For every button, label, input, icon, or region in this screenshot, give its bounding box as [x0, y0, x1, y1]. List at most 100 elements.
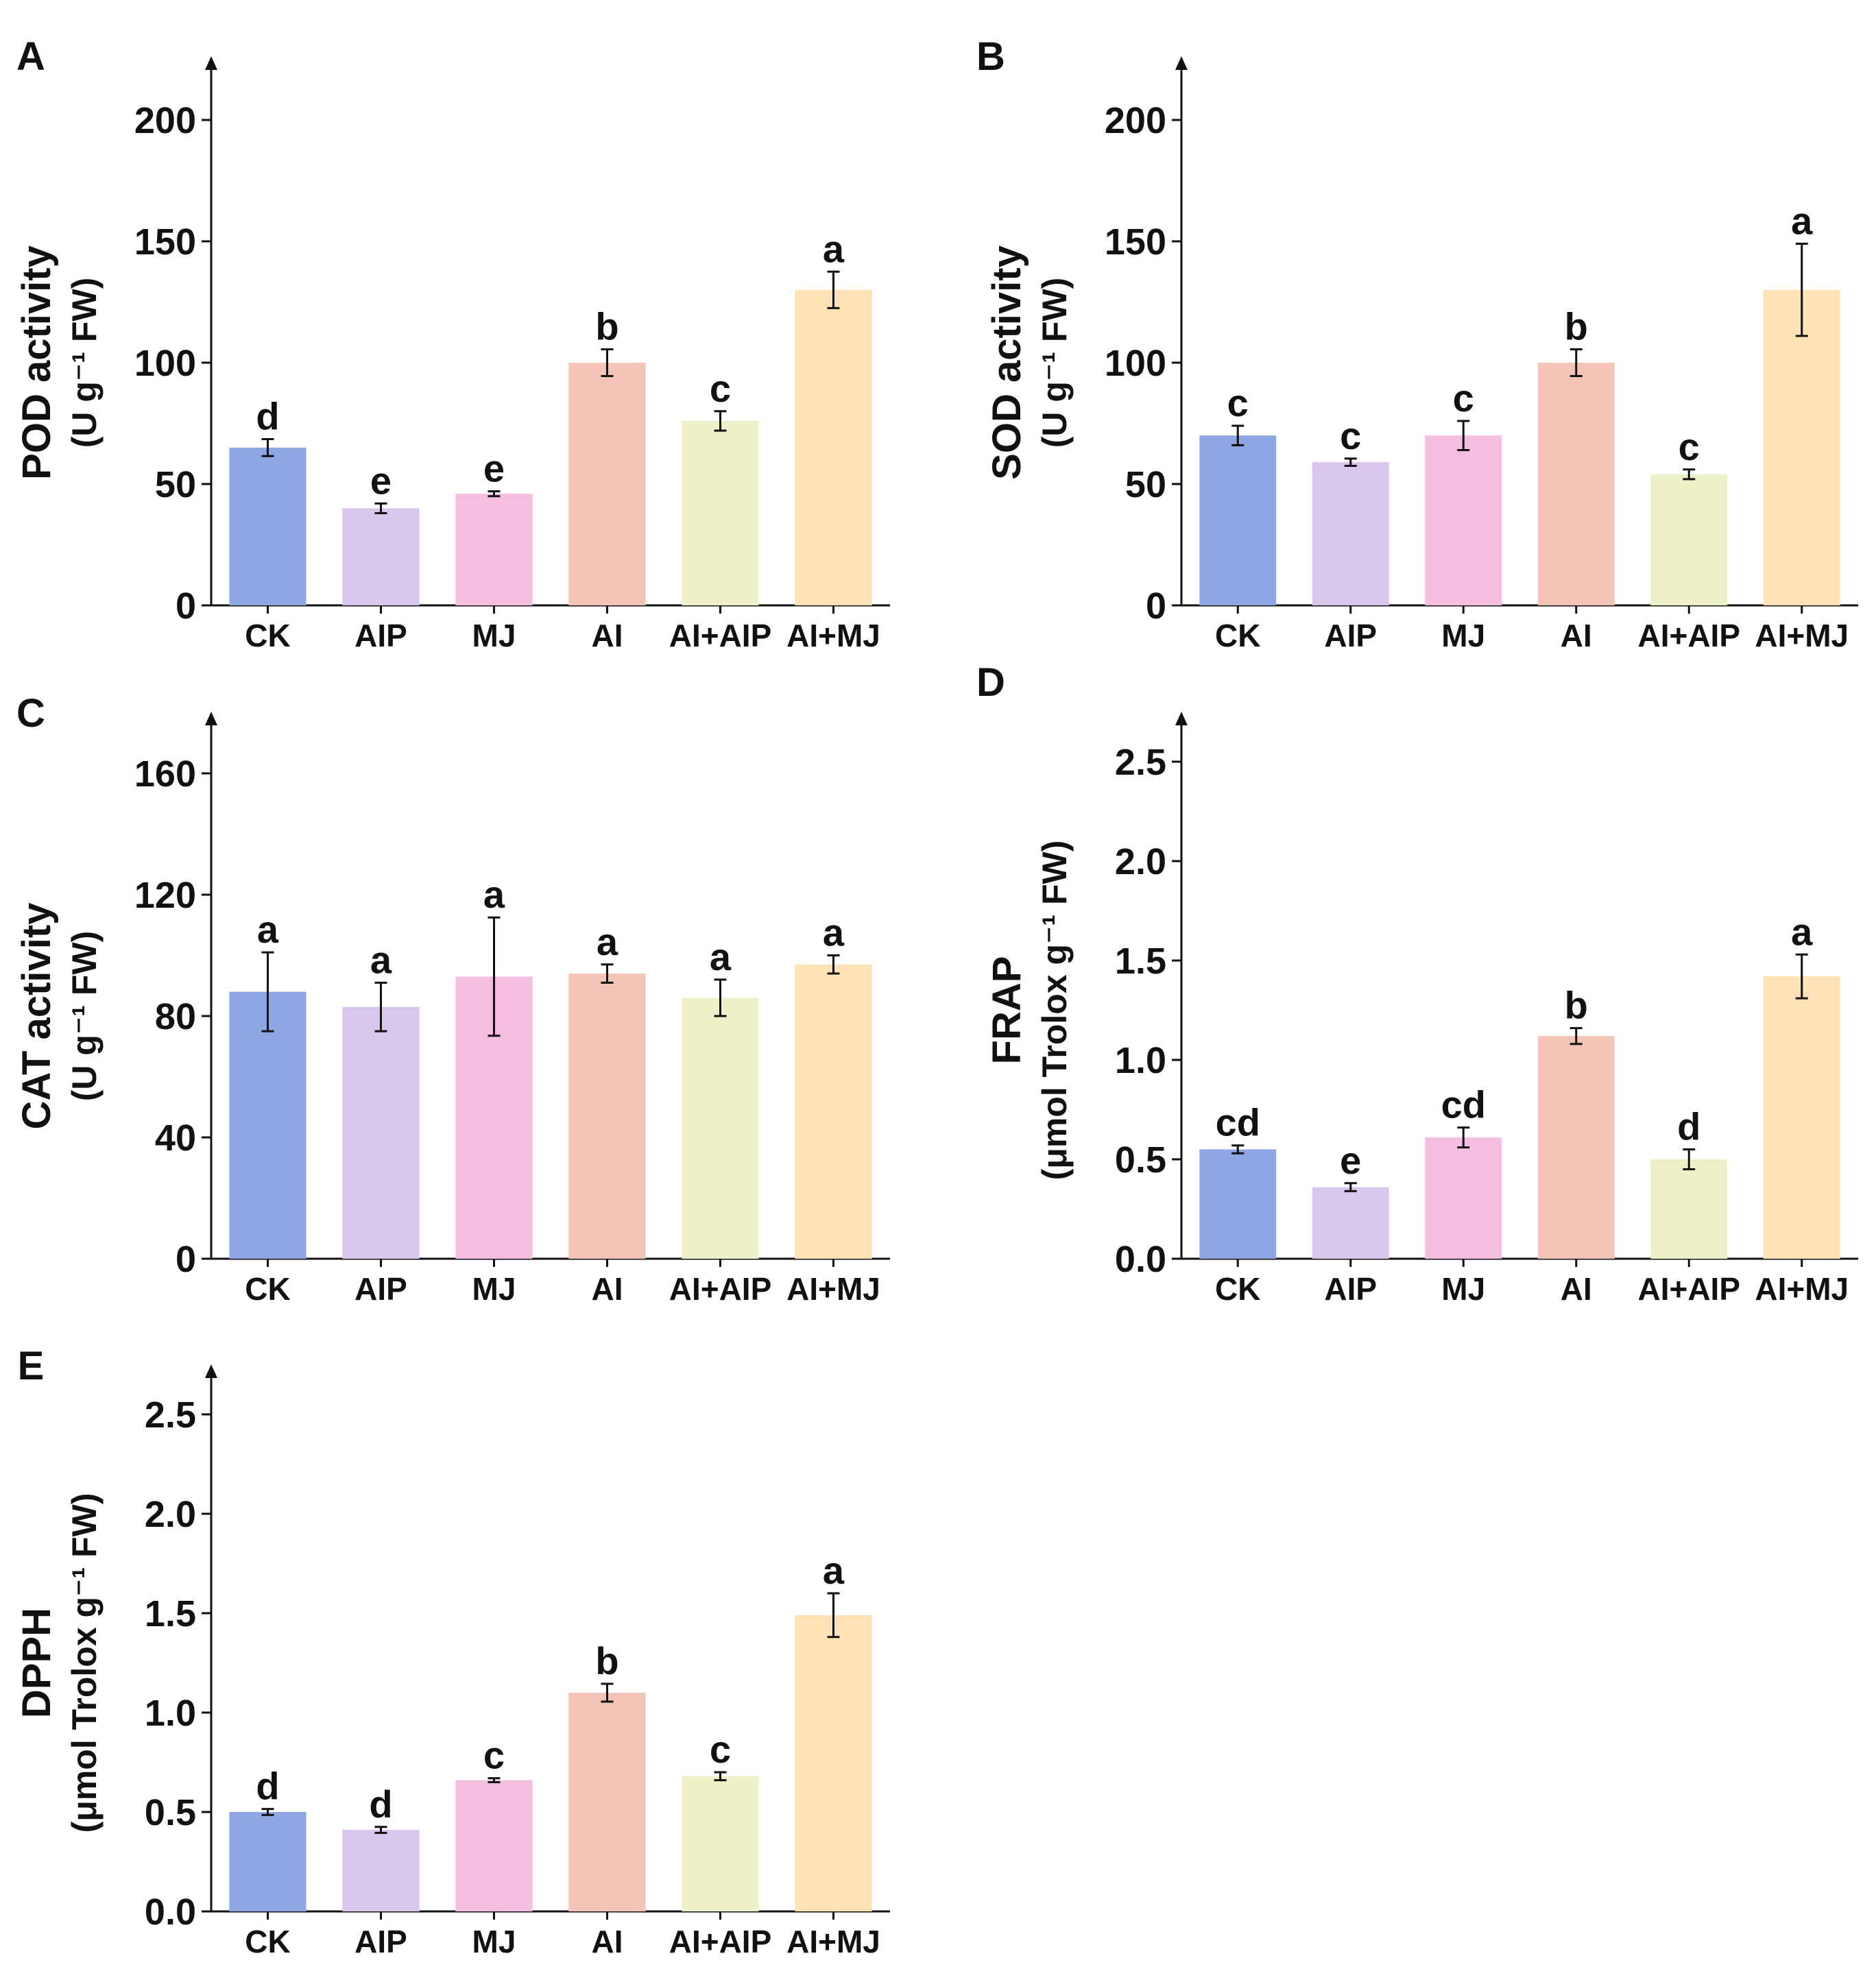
- y-axis-unit: (U g⁻¹ FW): [65, 931, 104, 1102]
- error-bar: [1457, 1126, 1470, 1149]
- significance-letter: e: [483, 447, 505, 490]
- panel-label: E: [18, 1344, 45, 1388]
- y-tick-label: 2.5: [145, 1394, 196, 1436]
- error-bar: [1344, 457, 1357, 467]
- bar-ck: [1199, 435, 1277, 605]
- x-tick-label: AI+MJ: [786, 1271, 880, 1307]
- y-tick-label: 150: [134, 221, 196, 263]
- error-bar: [488, 1777, 501, 1783]
- significance-letter: c: [710, 1728, 731, 1771]
- y-axis-arrow-icon: [1175, 712, 1188, 725]
- error-bar: [827, 1592, 840, 1639]
- x-tick-label: MJ: [472, 1924, 516, 1959]
- x-tick-label: CK: [245, 1271, 290, 1307]
- significance-letter: a: [257, 908, 279, 951]
- error-bar: [1231, 1144, 1244, 1155]
- panel-d: D 0.0 0.5 1.0 1.5 2.0 2.5 FRAP (μmol Trolox g⁻¹ …: [976, 660, 1858, 1307]
- bar-mj: [455, 494, 533, 605]
- error-bar: [827, 270, 840, 309]
- x-tick-label: MJ: [1441, 1271, 1485, 1307]
- x-tick-label: AI+MJ: [1755, 618, 1849, 653]
- error-bar: [714, 410, 727, 432]
- bar-ai: [568, 974, 646, 1259]
- bar-ai: [1537, 1036, 1615, 1259]
- y-axis-arrow-icon: [205, 1364, 217, 1378]
- x-tick-label: AIP: [354, 618, 407, 653]
- significance-letter: d: [256, 1765, 279, 1808]
- panel-label: C: [16, 691, 45, 736]
- y-axis-arrow-icon: [205, 56, 217, 70]
- bar-ai-mj: [795, 964, 872, 1259]
- error-bar: [374, 502, 387, 514]
- panel-b: B 0 50 100 150 200 SOD activity (U g⁻¹ FW) c CK c A…: [976, 34, 1858, 653]
- error-bar: [374, 981, 387, 1032]
- panel-c: C 0 40 80 120 160 CAT activity (U g⁻¹ FW) a CK a AI…: [14, 691, 890, 1307]
- x-tick-label: AIP: [1324, 1271, 1377, 1307]
- bar-ck: [229, 1812, 306, 1911]
- error-bar: [1457, 420, 1470, 451]
- bar-aip: [342, 508, 420, 605]
- significance-letter: d: [1677, 1105, 1700, 1148]
- bar-ai-mj: [795, 289, 872, 605]
- significance-letter: c: [1340, 414, 1361, 457]
- y-tick-label: 200: [134, 100, 196, 141]
- error-bar: [1795, 953, 1808, 1000]
- bar-ai-aip: [1650, 1159, 1728, 1259]
- significance-letter: c: [1679, 425, 1700, 468]
- error-bar: [601, 1682, 614, 1703]
- significance-letter: a: [823, 1549, 845, 1592]
- significance-letter: c: [710, 367, 731, 410]
- bar-aip: [1312, 1187, 1389, 1259]
- y-tick-label: 50: [1125, 464, 1166, 505]
- bar-ai: [568, 1693, 646, 1911]
- error-bar: [1570, 348, 1583, 377]
- significance-letter: e: [1340, 1139, 1361, 1182]
- y-axis-unit: (μmol Trolox g⁻¹ FW): [1035, 841, 1074, 1181]
- y-tick-label: 2.5: [1115, 742, 1166, 783]
- bar-aip: [342, 1830, 420, 1911]
- y-axis-arrow-icon: [205, 712, 217, 725]
- y-axis-unit: (U g⁻¹ FW): [65, 278, 104, 448]
- y-tick-label: 2.0: [1115, 841, 1166, 882]
- x-tick-label: AI+AIP: [669, 618, 772, 653]
- x-tick-label: MJ: [1441, 618, 1485, 653]
- error-bar: [261, 438, 274, 457]
- y-tick-label: 50: [155, 464, 196, 505]
- error-bar: [1344, 1182, 1357, 1192]
- bar-ck: [1199, 1149, 1277, 1259]
- error-bar: [1683, 468, 1696, 481]
- x-tick-label: AI: [592, 1924, 623, 1959]
- bar-ai: [568, 363, 646, 605]
- y-tick-label: 0.0: [1115, 1239, 1166, 1280]
- bar-ai-aip: [1650, 474, 1728, 605]
- bar-ai-aip: [682, 998, 759, 1259]
- significance-letter: e: [370, 459, 392, 502]
- y-axis-arrow-icon: [1175, 56, 1188, 70]
- error-bar: [1795, 243, 1808, 337]
- error-bar: [261, 1808, 274, 1816]
- y-tick-label: 100: [1105, 343, 1166, 384]
- x-tick-label: AI+MJ: [786, 1924, 880, 1959]
- x-tick-label: AI+AIP: [669, 1924, 772, 1959]
- significance-letter: b: [1565, 984, 1588, 1027]
- y-tick-label: 0: [1146, 585, 1166, 627]
- y-tick-label: 0.5: [1115, 1139, 1166, 1181]
- y-tick-label: 100: [134, 343, 196, 384]
- x-tick-label: AI+AIP: [1637, 618, 1740, 653]
- x-tick-label: AIP: [354, 1924, 407, 1959]
- y-tick-label: 150: [1105, 221, 1166, 263]
- y-tick-label: 1.0: [145, 1693, 196, 1734]
- significance-letter: b: [1565, 305, 1588, 348]
- panel-label: B: [976, 34, 1005, 79]
- error-bar: [714, 1771, 727, 1782]
- y-axis-unit: (U g⁻¹ FW): [1035, 278, 1074, 448]
- y-axis-title: FRAP: [985, 956, 1029, 1065]
- y-tick-label: 160: [134, 753, 196, 795]
- y-tick-label: 1.5: [145, 1593, 196, 1634]
- y-axis-title: POD activity: [14, 245, 59, 480]
- y-tick-label: 0: [176, 1239, 196, 1280]
- x-tick-label: CK: [245, 1924, 290, 1959]
- x-tick-label: AI: [592, 618, 623, 653]
- error-bar: [601, 348, 614, 377]
